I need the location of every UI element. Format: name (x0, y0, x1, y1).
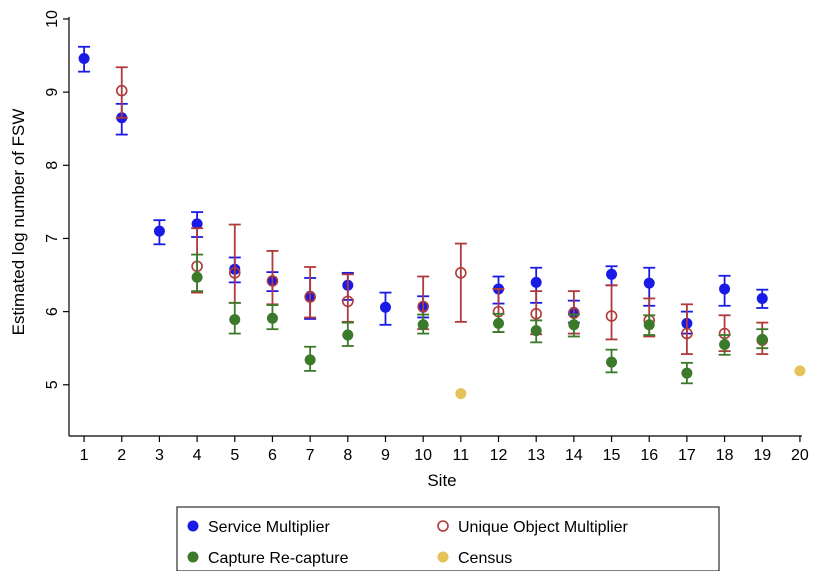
error-bar-unique (605, 284, 618, 341)
y-tick-label: 9 (44, 88, 61, 97)
point-capture (266, 312, 278, 324)
point-unique (304, 291, 316, 303)
x-axis-title: Site (427, 471, 456, 490)
error-bar-unique (454, 242, 467, 323)
legend-label-capture: Capture Re-capture (208, 550, 349, 567)
error-bar-unique (115, 66, 128, 119)
point-unique (530, 308, 542, 320)
y-ticks: 5 6 7 8 9 10 (44, 10, 69, 389)
point-service (719, 283, 731, 295)
x-tick-label: 1 (80, 447, 89, 464)
x-tick-label: 15 (603, 447, 621, 464)
point-census (455, 388, 467, 400)
legend-item-unique: Unique Object Multiplier (437, 519, 629, 536)
x-tick-label: 7 (306, 447, 315, 464)
y-tick-label: 7 (44, 234, 61, 243)
x-tick-label: 5 (230, 447, 239, 464)
error-bar-unique (228, 223, 241, 304)
point-service (643, 277, 655, 289)
x-tick-label: 9 (381, 447, 390, 464)
point-capture (229, 314, 241, 326)
y-tick-label: 8 (44, 161, 61, 170)
point-service (379, 301, 391, 313)
x-ticks: 1 2 3 4 5 6 7 8 9 10 11 12 13 14 15 16 17 18 19 20 (80, 436, 809, 464)
legend-item-service: Service Multiplier (187, 519, 330, 536)
point-service (153, 225, 165, 237)
point-capture (417, 319, 429, 331)
point-capture (493, 317, 505, 329)
x-tick-label: 11 (453, 447, 470, 464)
point-service (530, 276, 542, 288)
legend: Service Multiplier Unique Object Multipl… (176, 506, 720, 571)
x-tick-label: 4 (193, 447, 202, 464)
x-tick-label: 14 (565, 447, 583, 464)
point-unique (605, 310, 618, 322)
point-capture (191, 271, 203, 283)
point-service (191, 218, 203, 230)
point-capture (606, 356, 618, 368)
x-tick-label: 20 (791, 447, 809, 464)
point-capture (342, 329, 354, 341)
legend-item-capture: Capture Re-capture (187, 550, 349, 567)
legend-box (176, 506, 720, 571)
point-unique (342, 295, 354, 308)
y-tick-label: 10 (44, 10, 61, 28)
point-capture (304, 354, 316, 366)
y-tick-label: 5 (44, 380, 61, 389)
point-capture (681, 367, 693, 379)
plot-area (78, 45, 806, 400)
point-unique (681, 327, 693, 340)
point-unique (266, 275, 279, 287)
x-tick-label: 10 (414, 447, 432, 464)
legend-item-census: Census (437, 550, 512, 567)
point-service (78, 52, 90, 64)
x-tick-label: 8 (343, 447, 352, 464)
point-unique (115, 84, 128, 97)
point-capture (756, 333, 768, 345)
point-capture (530, 325, 542, 337)
legend-marker-capture (187, 551, 199, 563)
point-service (756, 292, 768, 304)
legend-marker-service (187, 520, 199, 532)
x-tick-label: 13 (527, 447, 545, 464)
y-tick-label: 6 (44, 307, 61, 316)
x-tick-label: 17 (678, 447, 696, 464)
point-capture (568, 319, 580, 331)
point-capture (719, 339, 731, 351)
series-census (455, 365, 806, 400)
point-service (606, 268, 618, 280)
x-tick-label: 6 (268, 447, 277, 464)
point-capture (643, 319, 655, 331)
series-unique (115, 66, 769, 355)
legend-marker-unique (437, 520, 449, 532)
x-tick-label: 18 (716, 447, 734, 464)
x-tick-label: 16 (640, 447, 658, 464)
y-axis-title: Estimated log number of FSW (9, 109, 28, 336)
point-census (794, 365, 806, 377)
legend-marker-census (437, 551, 449, 563)
x-tick-label: 2 (117, 447, 126, 464)
legend-label-service: Service Multiplier (208, 519, 330, 536)
legend-label-census: Census (458, 550, 512, 567)
x-tick-label: 3 (155, 447, 164, 464)
point-unique (228, 267, 241, 279)
point-unique (417, 300, 429, 313)
x-tick-label: 12 (490, 447, 508, 464)
series-capture (191, 253, 769, 385)
point-unique (455, 267, 467, 279)
x-tick-label: 19 (753, 447, 771, 464)
legend-label-unique: Unique Object Multiplier (458, 519, 629, 536)
